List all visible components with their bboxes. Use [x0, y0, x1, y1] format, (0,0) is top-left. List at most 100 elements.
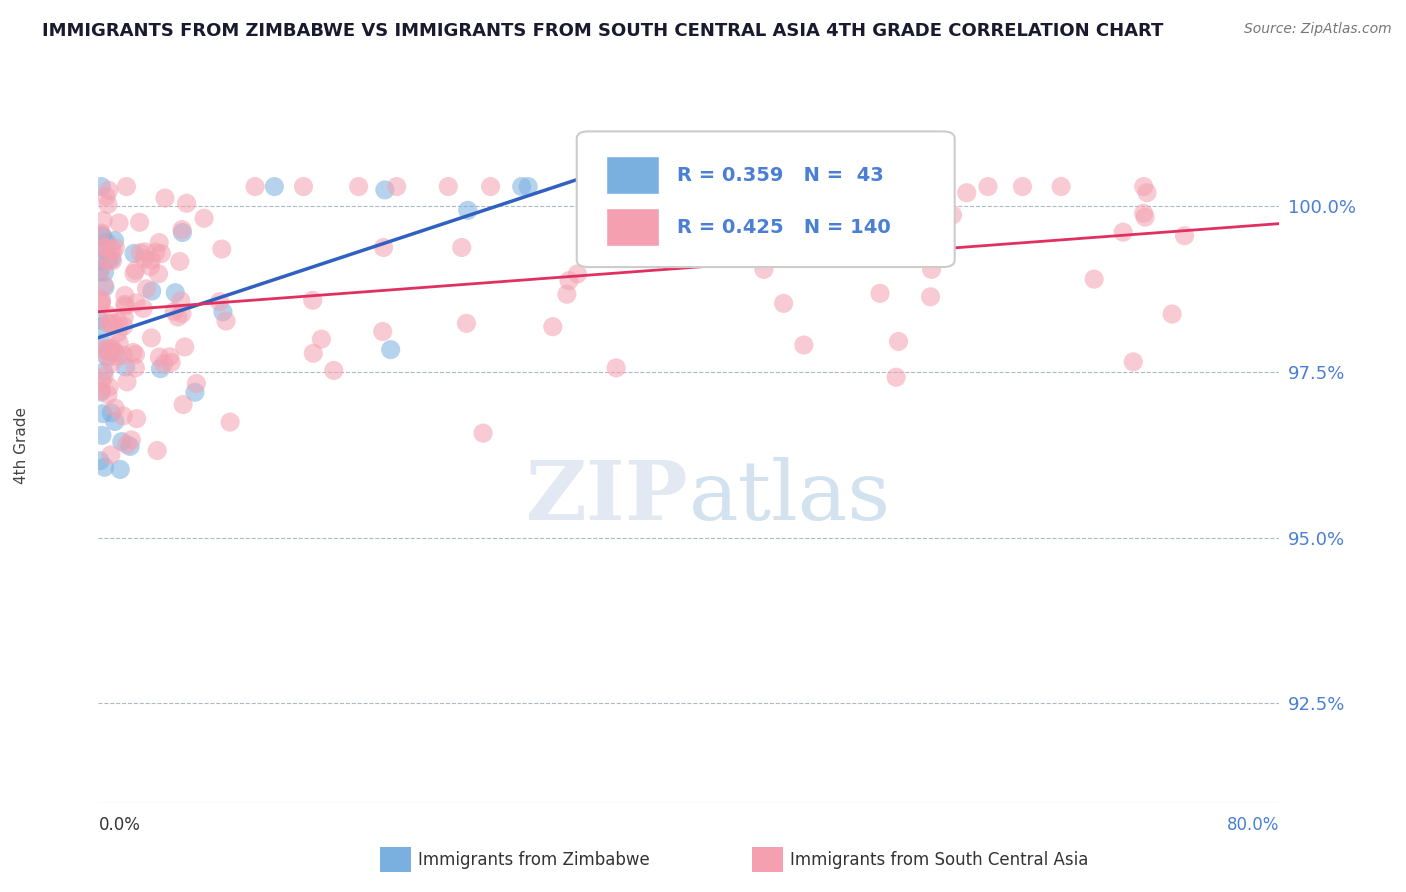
Point	[510, 179, 533, 194]
Point	[100, 356, 122, 370]
Point	[90, 261, 112, 276]
Point	[89, 313, 111, 327]
Point	[125, 411, 148, 425]
Point	[93, 369, 115, 384]
Point	[94, 189, 117, 203]
Point	[380, 343, 402, 357]
Point	[292, 179, 315, 194]
Point	[186, 376, 208, 391]
Point	[859, 179, 882, 194]
Point	[135, 282, 157, 296]
Point	[541, 319, 564, 334]
Point	[567, 267, 589, 281]
Point	[90, 226, 112, 240]
Point	[141, 253, 163, 268]
Point	[170, 222, 193, 236]
Point	[373, 240, 395, 254]
Point	[91, 319, 114, 334]
Point	[100, 406, 122, 420]
Point	[97, 254, 120, 268]
Point	[832, 213, 855, 227]
Point	[91, 241, 114, 255]
Point	[101, 342, 124, 356]
Point	[89, 454, 111, 468]
Point	[371, 325, 394, 339]
Point	[101, 253, 124, 268]
Point	[173, 340, 195, 354]
Text: atlas: atlas	[689, 457, 891, 537]
Point	[115, 179, 138, 194]
Point	[89, 253, 111, 268]
Point	[347, 179, 370, 194]
Point	[134, 252, 156, 266]
Point	[122, 267, 145, 281]
Point	[457, 203, 479, 218]
Point	[479, 179, 502, 194]
Point	[94, 341, 117, 355]
Point	[891, 224, 914, 238]
Point	[772, 296, 794, 310]
Point	[93, 265, 115, 279]
Point	[112, 310, 135, 325]
Point	[1050, 179, 1073, 194]
Point	[107, 326, 129, 340]
Point	[752, 262, 775, 277]
Point	[1011, 179, 1033, 194]
Point	[172, 398, 194, 412]
Point	[1136, 186, 1159, 200]
Point	[104, 345, 127, 359]
Point	[107, 315, 129, 329]
Point	[122, 345, 145, 359]
Point	[385, 179, 408, 194]
Point	[184, 385, 207, 400]
Point	[172, 226, 194, 240]
Point	[104, 415, 127, 429]
Point	[97, 387, 120, 401]
Point	[450, 240, 472, 254]
Text: R = 0.359   N =  43: R = 0.359 N = 43	[678, 166, 884, 185]
Point	[243, 179, 266, 194]
Point	[1161, 307, 1184, 321]
Point	[374, 183, 396, 197]
Point	[110, 462, 132, 476]
Text: 0.0%: 0.0%	[98, 816, 141, 834]
Point	[114, 359, 136, 374]
Point	[956, 186, 979, 200]
Point	[96, 350, 118, 364]
Point	[104, 241, 127, 255]
Point	[90, 375, 112, 389]
Point	[1112, 225, 1135, 239]
Bar	[606, 208, 659, 246]
Point	[100, 252, 122, 266]
Point	[97, 317, 120, 331]
Point	[219, 415, 242, 429]
Point	[167, 310, 190, 324]
Point	[90, 179, 112, 194]
Point	[125, 296, 148, 310]
Point	[456, 316, 478, 330]
Point	[558, 274, 581, 288]
Point	[90, 295, 112, 310]
Point	[90, 296, 112, 310]
Point	[124, 347, 146, 361]
Point	[605, 360, 627, 375]
Point	[108, 216, 131, 230]
Point	[1122, 355, 1144, 369]
Point	[90, 384, 112, 399]
Point	[90, 293, 112, 307]
Point	[212, 305, 235, 319]
Text: IMMIGRANTS FROM ZIMBABWE VS IMMIGRANTS FROM SOUTH CENTRAL ASIA 4TH GRADE CORRELA: IMMIGRANTS FROM ZIMBABWE VS IMMIGRANTS F…	[42, 22, 1164, 40]
Point	[100, 241, 122, 255]
Point	[153, 191, 176, 205]
Point	[108, 336, 131, 351]
Point	[176, 196, 198, 211]
Point	[94, 343, 117, 357]
Point	[90, 384, 112, 398]
Point	[1173, 228, 1195, 243]
Point	[887, 334, 910, 349]
Point	[208, 294, 231, 309]
Point	[1083, 272, 1105, 286]
Point	[170, 307, 193, 321]
Point	[93, 460, 115, 475]
Text: Source: ZipAtlas.com: Source: ZipAtlas.com	[1244, 22, 1392, 37]
